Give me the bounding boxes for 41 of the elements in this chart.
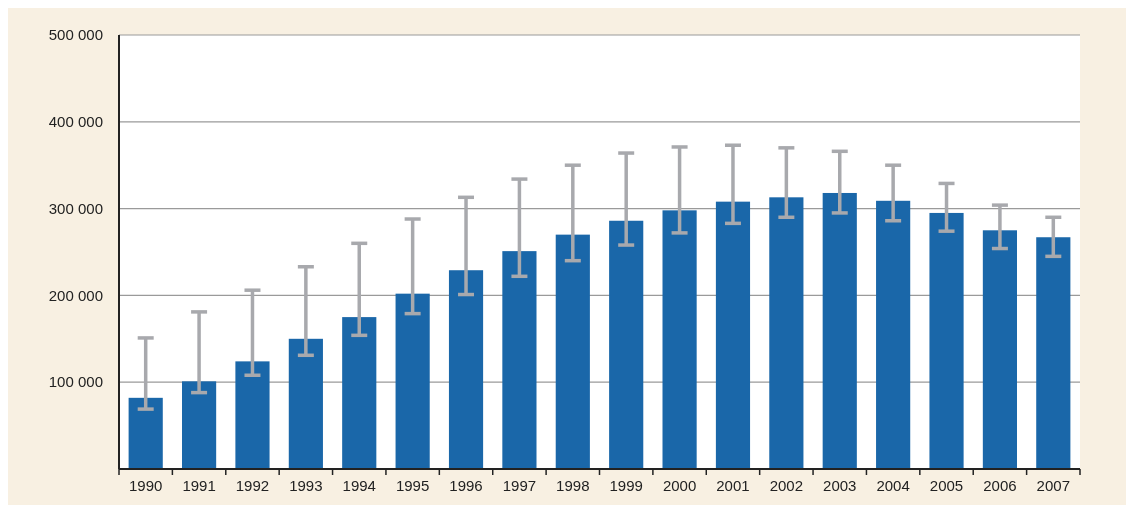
bar <box>822 192 857 469</box>
x-tick-label: 1995 <box>395 477 430 494</box>
x-tick-label: 1992 <box>235 477 270 494</box>
x-tick-label: 2001 <box>716 477 750 494</box>
y-tick-label: 500 000 <box>48 26 103 44</box>
y-tick-label: 100 000 <box>48 373 103 391</box>
x-tick-label: 1991 <box>182 477 216 494</box>
bar <box>128 397 163 469</box>
x-tick-label: 1999 <box>609 477 643 494</box>
x-tick-label: 2007 <box>1036 477 1070 494</box>
bar <box>662 210 697 469</box>
x-tick-label: 2005 <box>929 477 964 494</box>
bar <box>235 361 270 469</box>
x-tick-label: 1998 <box>556 477 590 494</box>
bar <box>769 197 804 469</box>
x-tick-label: 2002 <box>769 477 804 494</box>
bar <box>502 251 537 469</box>
bar <box>448 270 484 469</box>
bar <box>876 200 911 469</box>
x-tick-label: 1994 <box>342 477 376 494</box>
x-tick-label: 2003 <box>823 477 857 494</box>
x-tick-label: 1997 <box>502 477 537 494</box>
x-tick-label: 2006 <box>983 477 1017 494</box>
bar <box>609 220 644 469</box>
bar <box>982 230 1017 469</box>
bar <box>715 201 751 469</box>
bar <box>182 381 217 469</box>
x-tick-label: 1993 <box>289 477 323 494</box>
y-tick-label: 300 000 <box>48 199 103 217</box>
bar <box>555 234 590 469</box>
bar <box>929 212 964 469</box>
bar <box>288 338 323 469</box>
bar <box>342 317 377 469</box>
x-tick-label: 2004 <box>876 477 910 494</box>
y-tick-label: 400 000 <box>48 113 103 131</box>
x-tick-label: 1996 <box>449 477 483 494</box>
y-tick-label: 200 000 <box>48 286 103 304</box>
x-tick-label: 1990 <box>129 477 163 494</box>
bar <box>395 293 430 469</box>
bar <box>1036 237 1071 469</box>
x-tick-label: 2000 <box>662 477 697 494</box>
